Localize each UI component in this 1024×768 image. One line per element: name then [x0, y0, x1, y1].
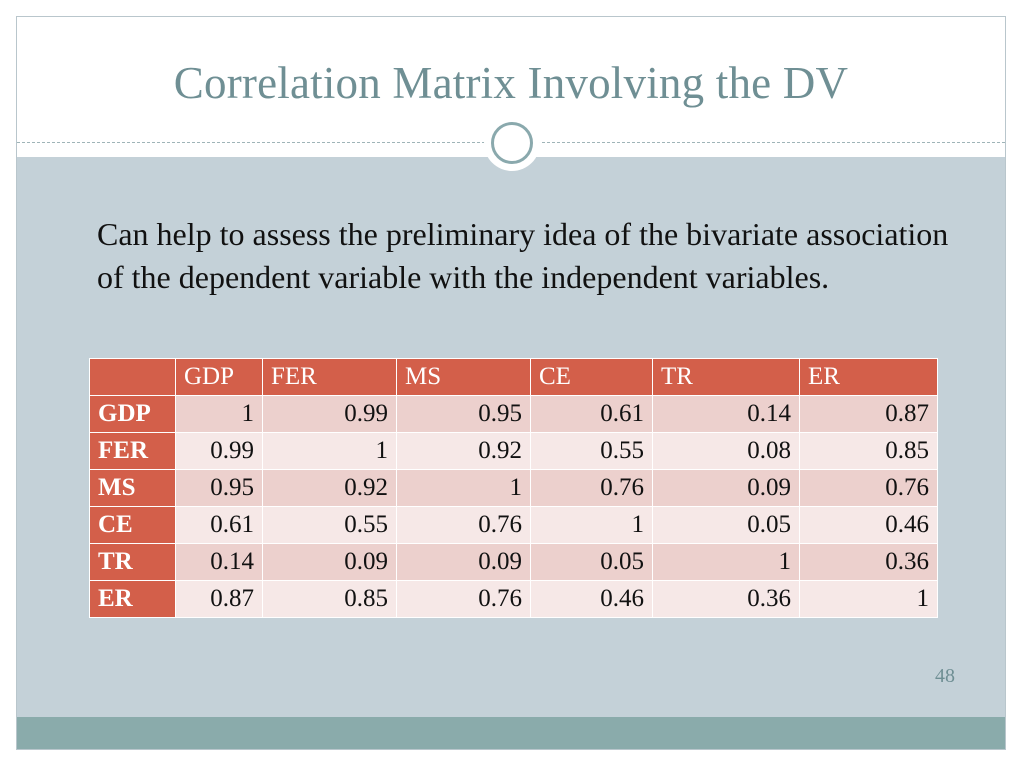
slide: Correlation Matrix Involving the DV Can …	[16, 16, 1006, 750]
table-cell: 0.09	[262, 543, 397, 581]
table-cell: 0.95	[175, 469, 263, 507]
table-cell: 0.55	[530, 432, 653, 470]
table-cell: 1	[652, 543, 800, 581]
table-cell: 0.61	[175, 506, 263, 544]
column-header-ce: CE	[530, 358, 653, 396]
table-cell: 0.09	[396, 543, 531, 581]
table-cell: 1	[175, 395, 263, 433]
divider-ring-icon	[491, 122, 533, 164]
table-cell: 0.36	[652, 580, 800, 618]
column-header-tr: TR	[652, 358, 800, 396]
table-cell: 1	[799, 580, 938, 618]
table-cell: 0.05	[530, 543, 653, 581]
body-text: Can help to assess the preliminary idea …	[97, 216, 949, 295]
table-cell: 0.85	[262, 580, 397, 618]
row-header: FER	[89, 432, 176, 470]
table-cell: 0.76	[799, 469, 938, 507]
table-header-row: GDP FER MS CE TR ER	[89, 358, 938, 396]
table-cell: 0.92	[262, 469, 397, 507]
table-row: FER 0.99 1 0.92 0.55 0.08 0.85	[89, 432, 938, 470]
table-row: ER 0.87 0.85 0.76 0.46 0.36 1	[89, 580, 938, 618]
table-cell: 1	[530, 506, 653, 544]
table-cell: 0.87	[799, 395, 938, 433]
table-cell: 0.14	[652, 395, 800, 433]
table-cell: 0.92	[396, 432, 531, 470]
table-corner-cell	[89, 358, 176, 396]
row-header: MS	[89, 469, 176, 507]
table-cell: 0.46	[799, 506, 938, 544]
correlation-table: GDP FER MS CE TR ER GDP 1 0.99 0.95 0.61 0.14…	[89, 358, 938, 618]
row-header: GDP	[89, 395, 176, 433]
table-cell: 0.76	[396, 580, 531, 618]
table-cell: 0.09	[652, 469, 800, 507]
column-header-ms: MS	[396, 358, 531, 396]
column-header-er: ER	[799, 358, 938, 396]
table-row: TR 0.14 0.09 0.09 0.05 1 0.36	[89, 543, 938, 581]
table-cell: 0.46	[530, 580, 653, 618]
table-cell: 0.05	[652, 506, 800, 544]
table-row: MS 0.95 0.92 1 0.76 0.09 0.76	[89, 469, 938, 507]
table-cell: 0.99	[175, 432, 263, 470]
table-cell: 0.85	[799, 432, 938, 470]
table-cell: 0.61	[530, 395, 653, 433]
table-cell: 0.87	[175, 580, 263, 618]
table-cell: 0.08	[652, 432, 800, 470]
footer-bar	[17, 717, 1005, 749]
row-header: ER	[89, 580, 176, 618]
table-cell: 0.76	[396, 506, 531, 544]
table-cell: 0.36	[799, 543, 938, 581]
page-number: 48	[935, 665, 955, 687]
table-row: GDP 1 0.99 0.95 0.61 0.14 0.87	[89, 395, 938, 433]
table-cell: 0.99	[262, 395, 397, 433]
row-header: TR	[89, 543, 176, 581]
table-cell: 0.14	[175, 543, 263, 581]
table-cell: 0.95	[396, 395, 531, 433]
column-header-fer: FER	[262, 358, 397, 396]
row-header: CE	[89, 506, 176, 544]
table-cell: 0.76	[530, 469, 653, 507]
table-cell: 0.55	[262, 506, 397, 544]
slide-title: Correlation Matrix Involving the DV	[173, 58, 849, 108]
column-header-gdp: GDP	[175, 358, 263, 396]
table-cell: 1	[396, 469, 531, 507]
table-cell: 1	[262, 432, 397, 470]
table-row: CE 0.61 0.55 0.76 1 0.05 0.46	[89, 506, 938, 544]
